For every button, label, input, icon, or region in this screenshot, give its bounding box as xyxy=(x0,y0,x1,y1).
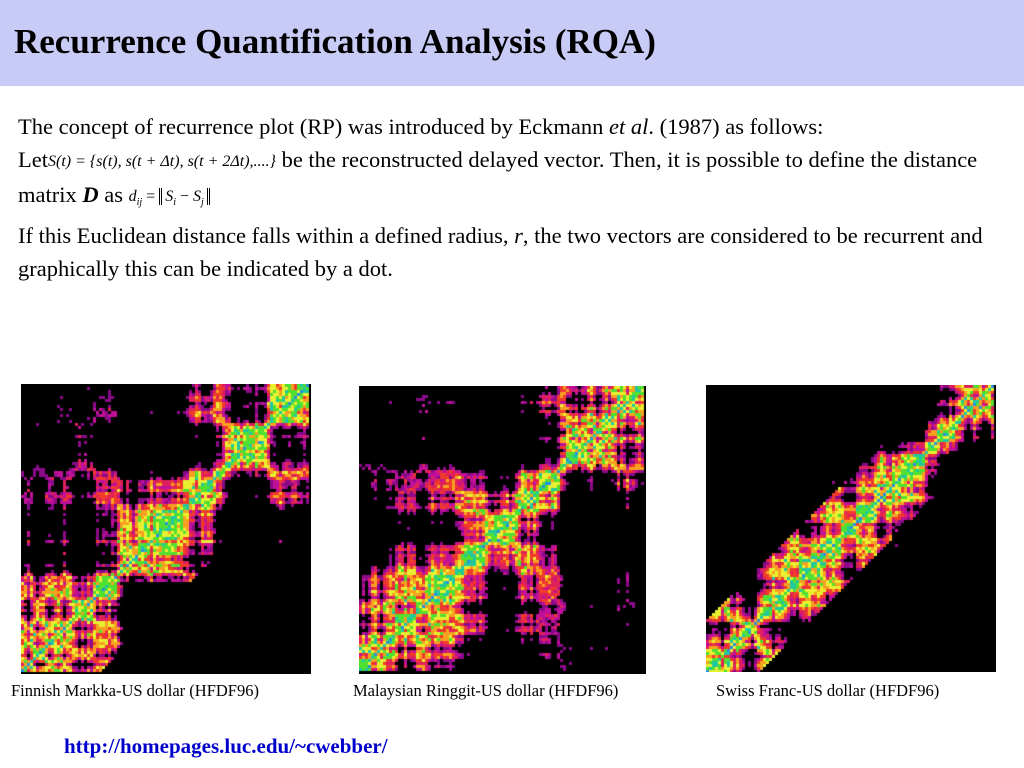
recurrence-plot-swiss-franc xyxy=(706,385,996,672)
intro-text: The concept of recurrence plot (RP) was … xyxy=(18,114,610,139)
eq-s-i: S xyxy=(165,188,174,205)
radius-symbol: r xyxy=(514,223,523,249)
paragraph-intro: The concept of recurrence plot (RP) was … xyxy=(18,110,1018,143)
delayed-vector-equation: S(t) = {s(t), s(t + Δt), s(t + 2Δt),....… xyxy=(47,153,276,170)
caption-swiss-franc: Swiss Franc-US dollar (HFDF96) xyxy=(716,681,940,700)
caption-finnish-markka: Finnish Markka-US dollar (HFDF96) xyxy=(11,681,259,700)
eq-j: j xyxy=(201,197,204,209)
title-bar: Recurrence Quantification Analysis (RQA) xyxy=(0,0,1024,86)
eq-equals: = xyxy=(142,188,160,205)
paragraph-recurrence: If this Euclidean distance falls within … xyxy=(18,219,1018,285)
eq-ij: ij xyxy=(136,197,143,209)
definition-text: be the reconstructed delayed vector. The… xyxy=(18,147,978,207)
caption-malaysian-ringgit: Malaysian Ringgit-US dollar (HFDF96) xyxy=(353,681,619,700)
distance-equation: dij = Si − Sj xyxy=(128,188,210,209)
recurrence-plot-finnish-markka xyxy=(21,384,311,674)
eq-d: d xyxy=(128,188,137,205)
eq-i: i xyxy=(173,197,176,209)
source-link[interactable]: http://homepages.luc.edu/~cwebber/ xyxy=(64,734,388,758)
slide-title: Recurrence Quantification Analysis (RQA) xyxy=(14,22,656,61)
eq-norm: Si − Sj xyxy=(159,188,210,209)
eq-s-j: S xyxy=(193,188,202,205)
intro-text-end: . (1987) as follows: xyxy=(648,114,824,139)
et-al-text: et al xyxy=(609,114,649,139)
eq-minus: − xyxy=(175,188,194,205)
body-text: The concept of recurrence plot (RP) was … xyxy=(18,110,1018,285)
recurrence-text: If this Euclidean distance falls within … xyxy=(18,223,515,249)
matrix-d-symbol: D xyxy=(82,182,99,207)
let-text: Let xyxy=(18,147,48,172)
recurrence-plot-malaysian-ringgit xyxy=(359,386,646,674)
as-text: as xyxy=(98,182,129,207)
paragraph-definition: LetS(t) = {s(t), s(t + Δt), s(t + 2Δt),.… xyxy=(18,143,1018,219)
recurrence-text-end: , the two vectors are considered to be r… xyxy=(18,223,983,282)
